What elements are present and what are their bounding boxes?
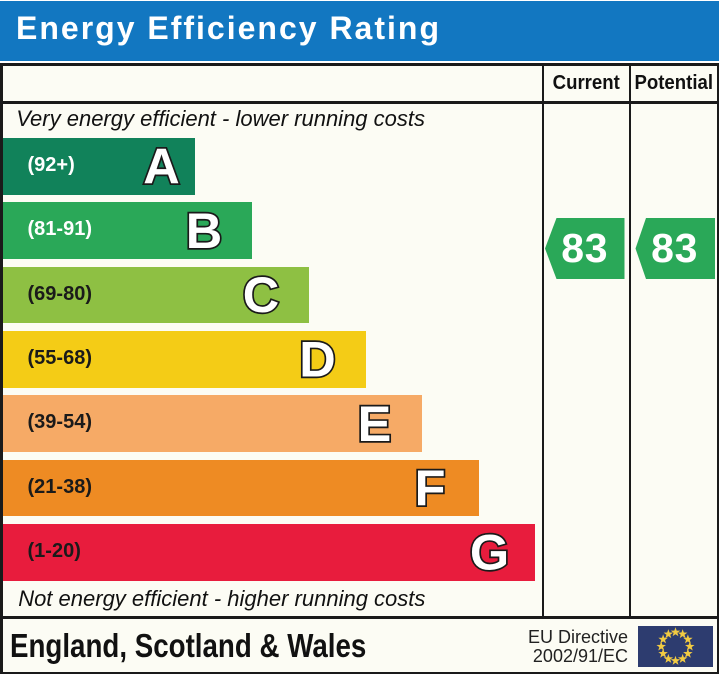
svg-text:A: A — [143, 138, 179, 195]
svg-text:F: F — [415, 459, 446, 516]
svg-text:83: 83 — [651, 225, 698, 271]
svg-text:G: G — [470, 523, 509, 580]
svg-text:B: B — [186, 202, 222, 259]
svg-text:D: D — [299, 331, 335, 388]
svg-text:E: E — [358, 395, 392, 452]
svg-text:83: 83 — [561, 225, 608, 271]
svg-text:C: C — [243, 266, 279, 323]
